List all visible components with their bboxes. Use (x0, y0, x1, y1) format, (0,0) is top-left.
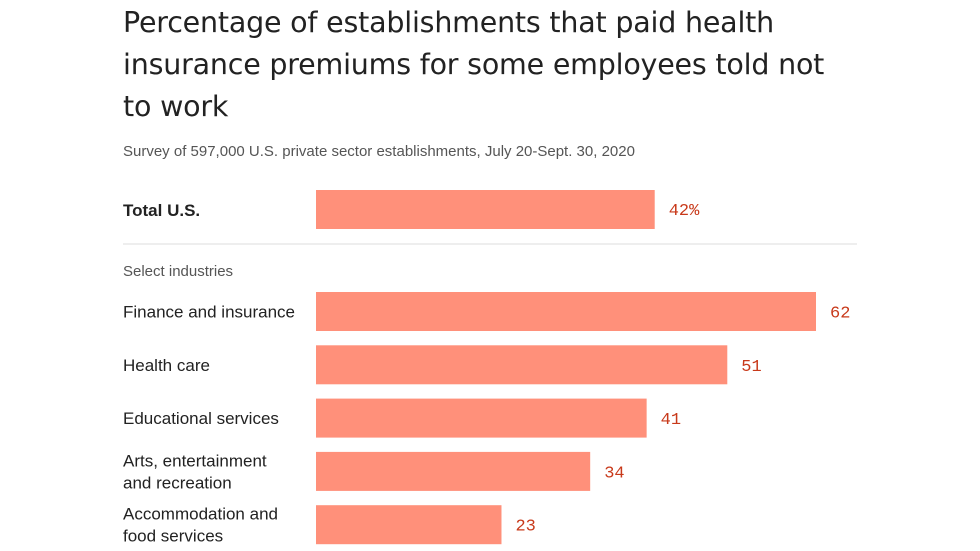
category-label-4: Accommodation and food services (123, 505, 278, 546)
value-label-1: 51 (741, 358, 761, 377)
total-value-label: 42% (669, 202, 700, 221)
chart-title: Percentage of establishments that paid h… (123, 6, 825, 123)
category-label-1: Health care (123, 356, 210, 375)
category-label-3: Arts, entertainment and recreation (123, 451, 267, 492)
value-label-0: 62 (830, 305, 850, 324)
chart-subtitle: Survey of 597,000 U.S. private sector es… (123, 143, 635, 160)
bar-3 (316, 451, 591, 491)
section-label: Select industries (123, 263, 233, 280)
value-label-4: 23 (515, 518, 535, 537)
total-row: Total U.S. 42% (123, 190, 700, 229)
bar-4 (316, 505, 502, 545)
total-bar (316, 190, 655, 229)
total-label: Total U.S. (123, 201, 200, 220)
value-label-3: 34 (604, 464, 624, 483)
category-label-0: Finance and insurance (123, 303, 295, 322)
bar-1 (316, 345, 728, 385)
industry-bars: Finance and insurance 62 Health care 51 Educ… (123, 292, 850, 546)
bar-0 (316, 292, 816, 331)
value-label-2: 41 (661, 411, 681, 430)
category-label-2: Educational services (123, 409, 279, 428)
bar-2 (316, 398, 647, 438)
